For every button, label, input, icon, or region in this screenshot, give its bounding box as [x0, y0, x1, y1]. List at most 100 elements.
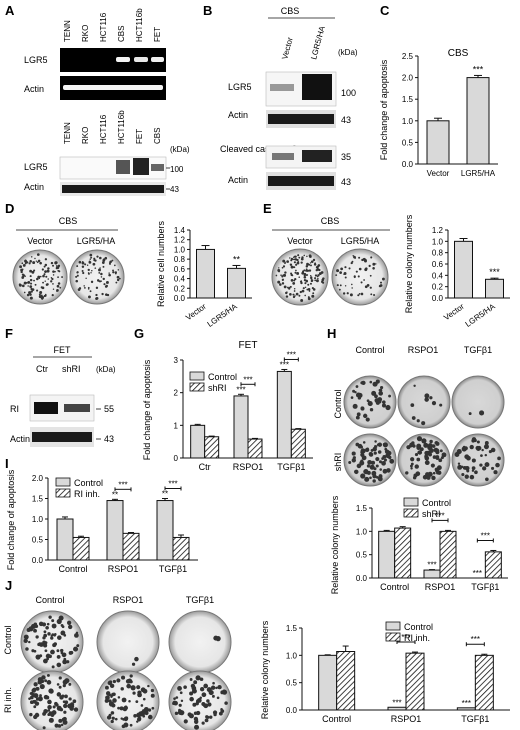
colony — [435, 455, 440, 460]
band — [272, 153, 294, 160]
colony — [136, 720, 139, 723]
colony — [205, 715, 209, 719]
band — [270, 84, 294, 91]
colony — [86, 264, 89, 266]
row-label: Control — [333, 389, 343, 418]
bar — [405, 652, 425, 711]
colony — [189, 677, 193, 681]
colony — [35, 686, 40, 691]
colony — [43, 630, 47, 634]
colony — [343, 273, 345, 276]
row-label: Actin — [24, 84, 44, 94]
plate-group — [271, 248, 389, 306]
colony — [389, 458, 395, 464]
colony — [340, 267, 343, 271]
colony — [32, 261, 36, 265]
colony — [423, 442, 429, 448]
colony — [348, 267, 351, 270]
colony — [63, 710, 67, 714]
colony — [94, 259, 97, 262]
colony — [310, 277, 313, 280]
y-axis-label: Relative colony numbers — [404, 214, 414, 313]
colony — [42, 274, 45, 278]
colony — [434, 448, 440, 453]
colony — [74, 633, 79, 638]
colony — [105, 695, 110, 701]
x-tick-label: Control — [322, 714, 351, 724]
colony — [199, 677, 204, 682]
colony — [283, 273, 287, 277]
colony — [66, 660, 70, 664]
colony — [471, 469, 475, 472]
colony — [194, 724, 200, 730]
colony — [147, 714, 153, 720]
cell-line: CBS — [281, 6, 300, 16]
panel-label-d: D — [5, 201, 14, 216]
colony — [44, 263, 48, 267]
gel-lgr5-wb — [59, 156, 167, 180]
colony — [424, 455, 430, 461]
colony — [110, 695, 113, 698]
band — [151, 164, 164, 171]
panel-label-h: H — [327, 326, 336, 341]
colony — [43, 709, 48, 714]
colony — [129, 680, 133, 684]
colony — [351, 287, 353, 289]
band — [116, 160, 130, 174]
colony — [43, 643, 48, 648]
colony — [373, 467, 377, 471]
colony — [33, 714, 38, 720]
colony — [27, 280, 31, 284]
culture-plate — [451, 375, 505, 429]
colony — [106, 293, 110, 297]
colony — [59, 286, 62, 289]
colony — [491, 466, 495, 470]
colony — [289, 257, 291, 259]
colony — [364, 476, 370, 482]
bar — [196, 248, 215, 299]
y-tick-label: 1.5 — [356, 504, 368, 513]
colony — [56, 692, 62, 697]
colony — [424, 450, 429, 456]
y-tick-label: 3 — [174, 356, 179, 365]
lane-label: CBS — [117, 26, 126, 42]
colony — [60, 630, 66, 636]
colony — [25, 281, 28, 284]
colony — [352, 403, 358, 409]
y-tick-label: 0.5 — [402, 138, 414, 147]
colony — [461, 472, 465, 477]
colony — [116, 678, 121, 683]
marker: 43 — [341, 115, 351, 125]
colony — [116, 275, 120, 279]
colony — [357, 294, 360, 297]
colony — [427, 443, 433, 449]
colony — [55, 265, 58, 267]
colony — [100, 276, 103, 278]
colony — [357, 275, 360, 278]
bar — [290, 428, 306, 459]
colony — [108, 262, 111, 264]
plate-group — [20, 610, 232, 730]
colony — [351, 283, 353, 286]
bar — [172, 536, 190, 561]
colony — [19, 265, 23, 269]
colony — [95, 286, 99, 290]
colony — [26, 293, 30, 297]
colony — [33, 682, 38, 687]
colony — [296, 258, 299, 262]
colony — [34, 283, 37, 286]
colony — [369, 286, 372, 289]
band — [34, 402, 58, 414]
bar — [378, 530, 396, 579]
colony — [431, 401, 437, 406]
chart-c: 0.0 0.5 1.0 1.5 2.0 2.5 Fold change of apoptos… — [379, 48, 498, 178]
colony — [33, 628, 37, 633]
x-tick-label: Control — [58, 564, 87, 574]
colony — [379, 468, 383, 471]
colony — [372, 474, 377, 479]
x-tick-label: LGR5/HA — [461, 169, 496, 178]
colony — [68, 682, 72, 686]
legend-swatch — [189, 382, 205, 392]
colony — [26, 261, 29, 264]
marker: 35 — [341, 152, 351, 162]
